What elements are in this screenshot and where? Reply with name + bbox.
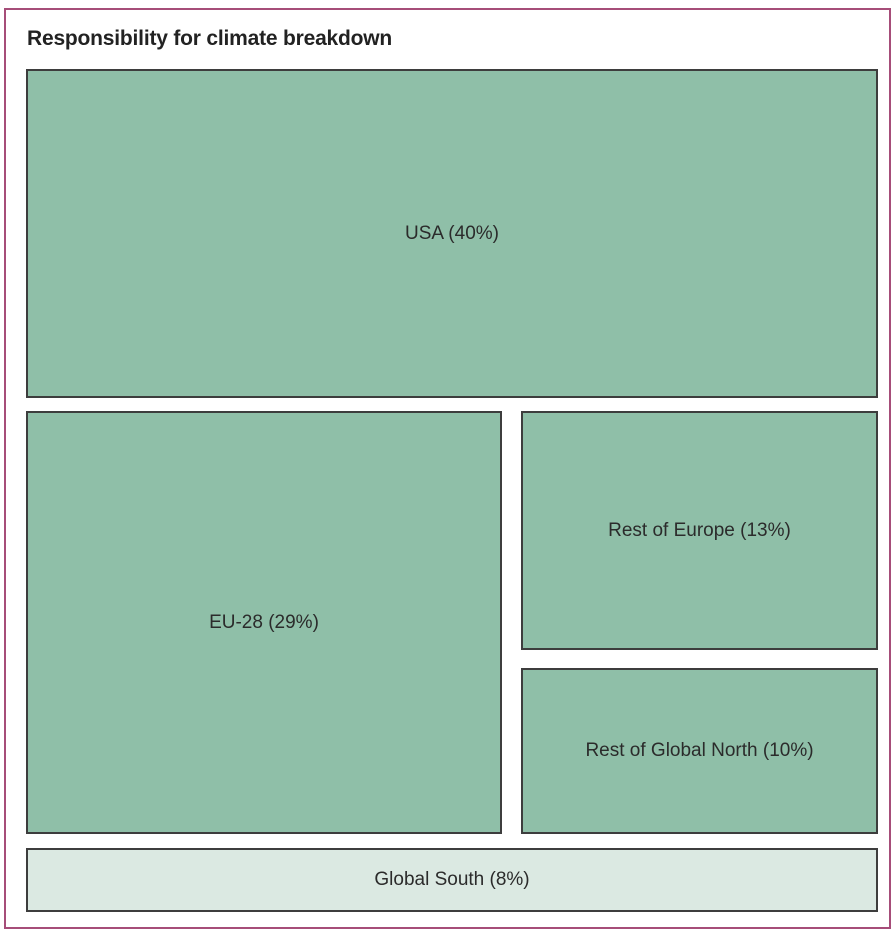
tile-label-rest-of-global-north: Rest of Global North (10%): [585, 740, 814, 761]
tile-label-usa: USA (40%): [405, 222, 499, 244]
tile-eu-28: EU-28 (29%): [26, 411, 502, 834]
chart-title: Responsibility for climate breakdown: [27, 27, 393, 50]
tile-global-south: Global South (8%): [26, 848, 878, 912]
tile-label-rest-of-europe: Rest of Europe (13%): [608, 519, 791, 541]
tile-label-global-south: Global South (8%): [374, 869, 530, 890]
tile-rest-of-europe: Rest of Europe (13%): [521, 411, 878, 650]
chart-frame: [4, 8, 891, 929]
tile-rest-of-global-north: Rest of Global North (10%): [521, 668, 878, 834]
tile-usa: USA (40%): [26, 69, 878, 398]
tile-label-eu-28: EU-28 (29%): [209, 611, 319, 633]
